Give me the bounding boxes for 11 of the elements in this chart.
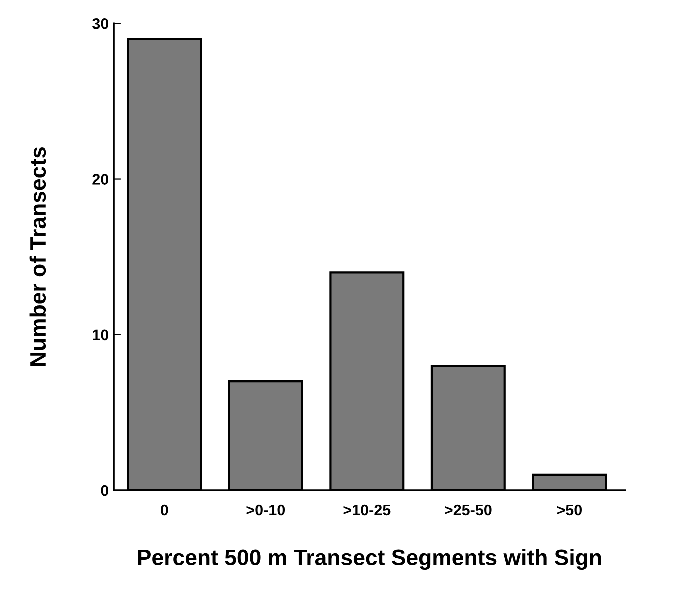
y-axis-title: Number of Transects <box>30 147 46 366</box>
x-axis-title: Percent 500 m Transect Segments with Sign <box>138 549 602 570</box>
x-tick-label: >25-50 <box>445 504 492 516</box>
y-tick-label: 20 <box>92 174 109 185</box>
x-tick-label: 0 <box>161 504 168 516</box>
x-tick-label: >10-25 <box>344 504 391 516</box>
y-tick-label: 0 <box>101 485 109 496</box>
y-tick-label: 30 <box>92 18 109 30</box>
x-tick-label: >50 <box>557 504 582 516</box>
x-tick-label: >0-10 <box>246 504 286 516</box>
y-tick-label: 10 <box>93 330 109 341</box>
